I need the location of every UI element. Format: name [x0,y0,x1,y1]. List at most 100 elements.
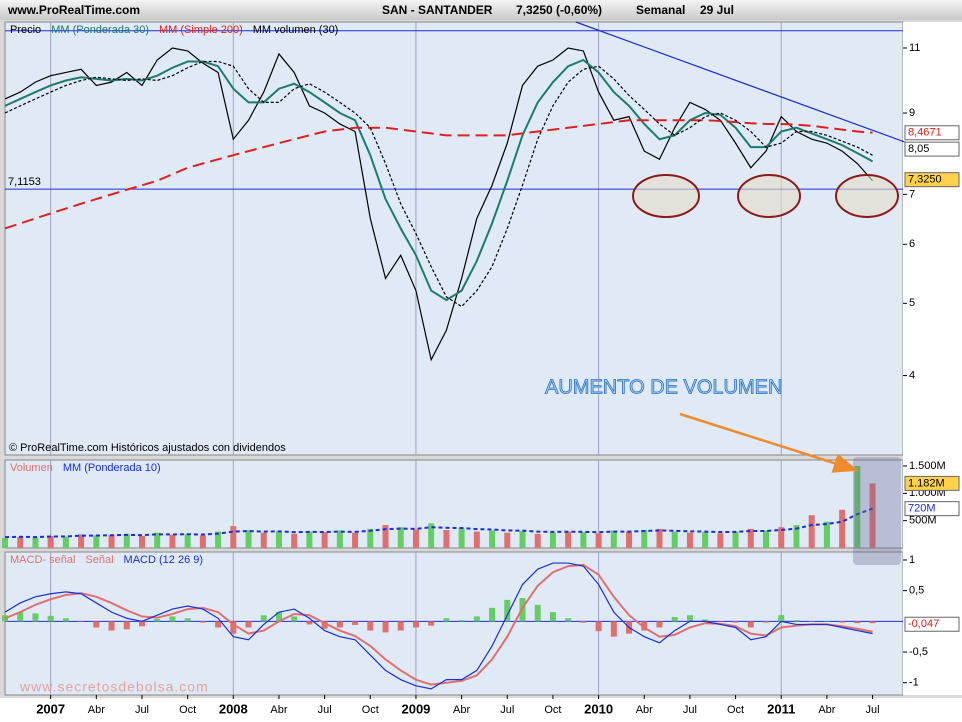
value-label: 720M [908,503,936,515]
bar [306,621,313,625]
value-box [904,141,960,157]
bar [17,612,24,622]
line [4,47,874,362]
bar [62,536,69,548]
bar [473,616,480,622]
bar [854,466,861,548]
bar [747,621,754,628]
bar [793,620,800,622]
bar [839,509,846,548]
x-tick-label: Oct [179,704,196,716]
bar [671,617,678,622]
value-label: -0,047 [908,618,939,630]
bar [458,528,465,548]
bar [702,532,709,548]
bar [595,533,602,548]
bar [778,527,785,548]
bar [2,538,8,548]
bar [763,530,770,548]
value-label: 7,3250 [908,174,942,186]
line [4,119,873,230]
bar [549,612,556,622]
bar [336,530,343,548]
bar [823,621,830,622]
bar [473,531,480,548]
bar [184,618,191,622]
trend-line [575,21,905,143]
bar [869,621,876,624]
bar [428,621,435,626]
x-tick-label: Jul [866,704,880,716]
legend-entry: Señal [85,554,113,566]
bar [489,607,496,622]
bar [443,618,450,622]
bar [808,515,815,548]
date: 29 Jul [700,3,734,17]
bar [839,621,846,623]
bar [412,621,419,628]
bar [367,621,374,631]
bar [108,534,115,548]
bar [47,615,54,622]
symbol: SAN - SANTANDER [382,3,493,17]
legend-entry: Precio [10,24,41,36]
legend-entry: MM (Simple 200) [159,24,243,36]
bar [610,621,617,637]
y-tick-label: 11 [909,42,920,54]
bar [108,621,115,631]
bar [702,619,709,622]
site: www.ProRealTime.com [7,3,140,17]
bar [610,530,617,548]
bar [428,523,435,548]
bar [626,531,633,548]
price: 7,3250 (-0,60%) [516,3,602,17]
x-tick-label: Abr [636,704,653,716]
bar [717,533,724,548]
y-tick-label: 1 [909,554,915,566]
x-tick-label: Abr [818,704,835,716]
bar [412,529,419,548]
bar [78,534,85,548]
bar [123,621,130,630]
bar [549,532,556,548]
bar [458,620,465,622]
bar [184,533,191,548]
bar [808,621,815,622]
bar [732,621,739,623]
bar [641,621,648,631]
bar [656,528,663,548]
bar [138,535,145,548]
circle [737,174,801,218]
bar [32,537,39,548]
arrow [679,412,859,473]
bar [869,483,876,548]
x-tick-label: 2010 [584,701,613,716]
legend-entry: MACD (12 26 9) [124,554,203,566]
bar [17,537,24,548]
x-tick-label: Abr [453,704,470,716]
bar [671,531,678,548]
highlight [853,457,901,565]
bar [580,532,587,548]
bar [275,531,282,548]
x-tick-label: 2011 [767,701,795,716]
bar [732,531,739,548]
legend-entry: MM volumen (30) [253,24,339,36]
bar [260,615,267,622]
bar [534,533,541,548]
h-line-label: 7,1153 [8,176,41,188]
x-tick-label: Jul [135,704,149,716]
bar [382,621,389,633]
bar [215,621,222,628]
x-tick-label: Oct [727,704,744,716]
bar [580,621,587,623]
value-box [904,475,960,491]
bar [778,615,785,622]
bar [397,527,404,548]
bar [519,531,526,548]
value-box [904,172,960,188]
bar [47,535,54,548]
bar [93,621,100,628]
